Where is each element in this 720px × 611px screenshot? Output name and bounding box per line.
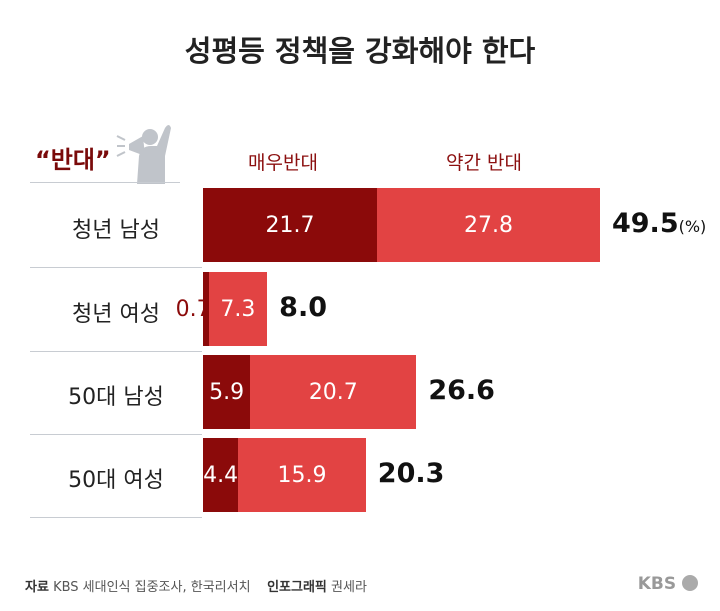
row-divider <box>30 434 202 435</box>
row-label: 50대 여성 <box>68 468 164 493</box>
header-divider <box>30 182 180 183</box>
row-label: 청년 남성 <box>72 218 160 243</box>
data-label: 20.7 <box>308 379 358 405</box>
bar-segment-strong: 4.4 <box>203 438 239 512</box>
data-label: 15.9 <box>277 462 327 488</box>
total-label: 26.6 <box>428 375 495 406</box>
data-label: 27.8 <box>464 212 513 238</box>
bar-segment-strong: 5.9 <box>203 355 251 429</box>
source-text: KBS 세대인식 집중조사, 한국리서치 <box>53 580 251 595</box>
total-label: 8.0 <box>279 292 327 323</box>
bar: 15.9 4.4 <box>203 438 366 512</box>
source-label: 자료 <box>25 580 49 595</box>
chart-title: 성평등 정책을 강화해야 한다 <box>184 34 536 68</box>
credit-text: 권세라 <box>331 580 367 595</box>
row-label: 50대 남성 <box>68 385 164 410</box>
total-label: 20.3 <box>377 458 445 489</box>
credit-label: 인포그래픽 <box>267 580 327 595</box>
bar-segment-somewhat: 7.3 <box>208 272 268 346</box>
bar: 20.7 5.9 <box>203 355 417 429</box>
legend-header: “반대” <box>35 146 111 174</box>
data-label: 4.4 <box>203 462 239 488</box>
data-label: 5.9 <box>209 379 245 405</box>
bar-segment-somewhat: 20.7 <box>250 355 417 429</box>
legend-strong: 매우반대 <box>248 152 318 174</box>
kbs-logo: KBS <box>638 574 698 594</box>
bar-segment-somewhat: 15.9 <box>238 438 366 512</box>
data-label: 0.7 <box>175 296 211 322</box>
megaphone-person-icon <box>116 125 171 184</box>
bar: 27.8 21.7 <box>203 188 600 262</box>
row-divider <box>30 517 202 518</box>
total-label: 49.5(%) <box>611 208 707 239</box>
source-line: 자료 KBS 세대인식 집중조사, 한국리서치 인포그래픽 권세라 <box>25 576 367 595</box>
row-divider <box>30 351 202 352</box>
data-label: 7.3 <box>220 296 256 322</box>
unit-label: (%) <box>678 217 707 236</box>
bar-segment-strong: 0.7 <box>176 272 211 346</box>
bar: 7.3 0.7 <box>176 272 268 346</box>
row-divider <box>30 267 202 268</box>
legend-somewhat: 약간 반대 <box>446 152 522 174</box>
bar-segment-somewhat: 27.8 <box>377 188 600 262</box>
data-label: 21.7 <box>265 212 315 238</box>
bar-segment-strong: 21.7 <box>203 188 378 262</box>
row-label: 청년 여성 <box>72 302 160 327</box>
